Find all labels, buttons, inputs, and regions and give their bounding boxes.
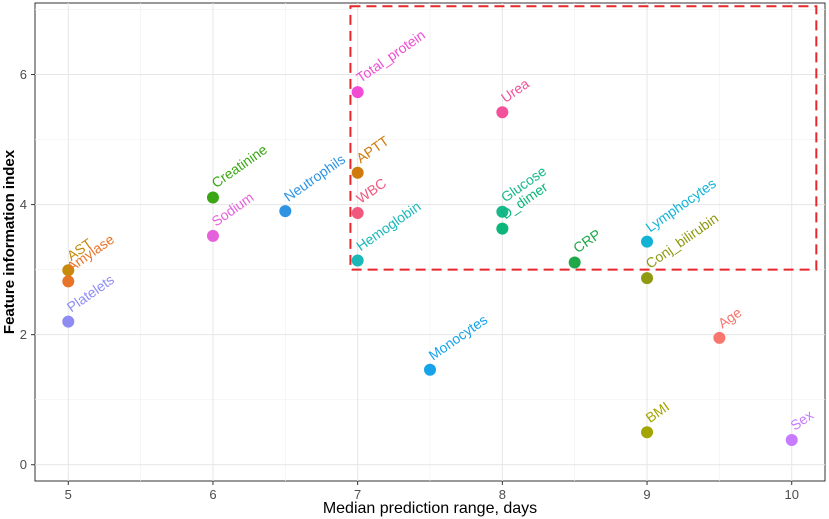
data-point: [279, 205, 292, 218]
x-tick-label: 7: [354, 487, 361, 502]
x-axis-title: Median prediction range, days: [323, 500, 537, 517]
data-point: [641, 426, 654, 439]
data-point: [351, 86, 364, 99]
data-point: [62, 315, 75, 328]
data-point: [351, 166, 364, 179]
y-tick-label: 2: [20, 327, 27, 342]
data-point: [641, 235, 654, 248]
data-point: [785, 434, 798, 447]
data-point: [713, 331, 726, 344]
y-tick-label: 6: [20, 67, 27, 82]
x-tick-label: 9: [643, 487, 650, 502]
y-tick-label: 4: [20, 197, 27, 212]
data-point: [496, 205, 509, 218]
data-point: [641, 272, 654, 285]
x-tick-label: 10: [784, 487, 798, 502]
y-axis-ticks: 0 2 4 6: [20, 67, 35, 472]
data-point: [62, 264, 75, 277]
data-point: [496, 106, 509, 119]
data-point: [351, 207, 364, 220]
x-tick-label: 6: [209, 487, 216, 502]
x-tick-label: 8: [499, 487, 506, 502]
data-point: [351, 254, 364, 267]
data-point: [496, 222, 509, 235]
data-point: [424, 363, 436, 376]
data-point: [206, 191, 219, 204]
data-point: [62, 275, 75, 288]
highlight-box: [349, 5, 818, 271]
y-axis-title: Feature information index: [1, 149, 18, 334]
data-point: [206, 229, 219, 242]
data-point: [568, 256, 581, 269]
highlight-region: [349, 5, 818, 271]
y-tick-label: 0: [20, 457, 27, 472]
x-tick-label: 5: [65, 487, 72, 502]
x-axis-ticks: 5 6 7 8 9 10: [65, 481, 799, 502]
